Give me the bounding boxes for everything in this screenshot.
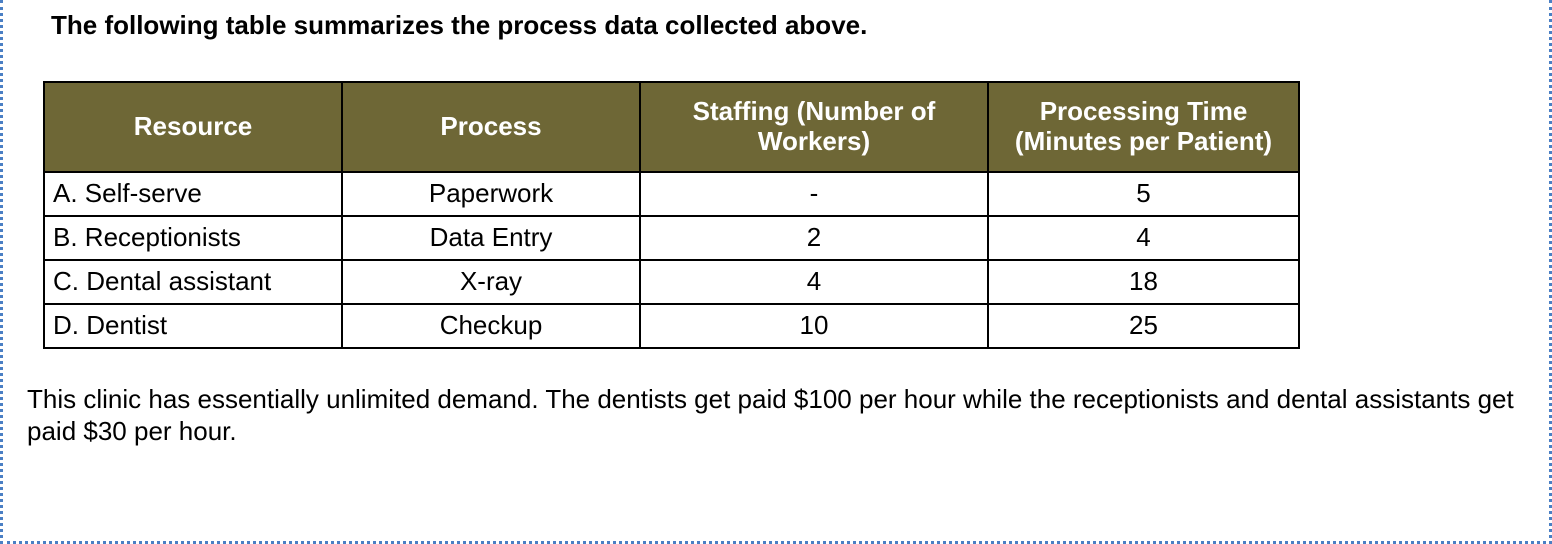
cell-staffing: 2 xyxy=(640,216,988,260)
col-header-resource: Resource xyxy=(44,82,342,172)
cell-staffing: 10 xyxy=(640,304,988,348)
cell-time: 18 xyxy=(988,260,1299,304)
col-header-staffing: Staffing (Number of Workers) xyxy=(640,82,988,172)
cell-resource: B. Receptionists xyxy=(44,216,342,260)
cell-staffing: 4 xyxy=(640,260,988,304)
cell-process: Checkup xyxy=(342,304,640,348)
cell-time: 4 xyxy=(988,216,1299,260)
cell-process: X-ray xyxy=(342,260,640,304)
process-table: Resource Process Staffing (Number of Wor… xyxy=(43,81,1300,349)
table-row: C. Dental assistant X-ray 4 18 xyxy=(44,260,1299,304)
cell-time: 5 xyxy=(988,172,1299,216)
table-header-row: Resource Process Staffing (Number of Wor… xyxy=(44,82,1299,172)
cell-resource: A. Self-serve xyxy=(44,172,342,216)
intro-text: The following table summarizes the proce… xyxy=(23,0,1529,41)
table-wrapper: Resource Process Staffing (Number of Wor… xyxy=(23,41,1529,349)
col-header-time: Processing Time (Minutes per Patient) xyxy=(988,82,1299,172)
cell-resource: D. Dentist xyxy=(44,304,342,348)
col-header-process: Process xyxy=(342,82,640,172)
page-container: The following table summarizes the proce… xyxy=(0,0,1552,544)
table-row: A. Self-serve Paperwork - 5 xyxy=(44,172,1299,216)
footer-text: This clinic has essentially unlimited de… xyxy=(23,349,1529,448)
cell-time: 25 xyxy=(988,304,1299,348)
cell-staffing: - xyxy=(640,172,988,216)
table-row: D. Dentist Checkup 10 25 xyxy=(44,304,1299,348)
cell-process: Data Entry xyxy=(342,216,640,260)
table-row: B. Receptionists Data Entry 2 4 xyxy=(44,216,1299,260)
cell-resource: C. Dental assistant xyxy=(44,260,342,304)
cell-process: Paperwork xyxy=(342,172,640,216)
